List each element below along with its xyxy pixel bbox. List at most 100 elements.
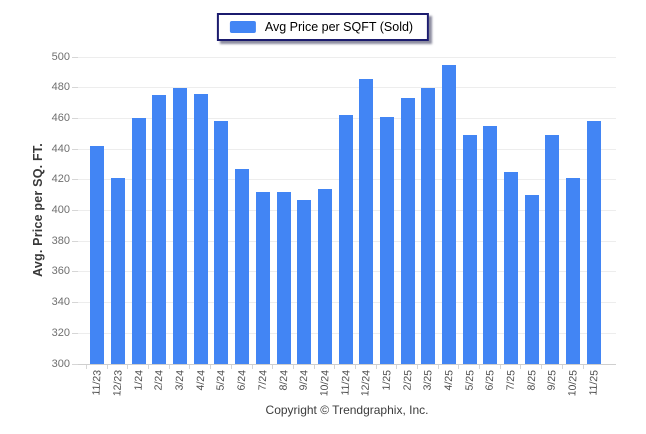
bar-3/25 [421,87,436,364]
y-tick-label: 380 [51,234,70,247]
bar-band [87,57,108,364]
bar-4/24 [193,93,208,364]
copyright: Copyright © Trendgraphix, Inc. [265,403,429,417]
y-tick-label: 440 [51,142,70,155]
bar-9/24 [297,199,312,364]
y-axis-tick [72,302,78,304]
x-tick-cell: 2/25 [396,365,418,411]
gridline [78,87,616,89]
y-axis-tick [72,240,78,242]
bar-band [542,57,563,364]
x-tick-label: 5/25 [463,369,477,391]
bar-8/25 [524,195,539,364]
y-axis-tick [72,117,78,119]
bar-11/25 [586,121,601,364]
bar-2/24 [152,95,167,364]
x-tick-label: 6/24 [235,369,249,391]
bar-band [170,57,191,364]
x-tick-cell: 1/24 [127,365,149,411]
bar-7/25 [504,172,519,364]
bar-band [128,57,149,364]
legend-label: Avg Price per SQFT (Sold) [264,20,414,34]
bar-band [253,57,274,364]
bar-band [335,57,356,364]
x-tick-label: 6/25 [483,369,497,391]
x-tick-label: 10/24 [318,369,332,397]
y-tick-label: 400 [51,204,70,216]
x-tick-cell: 11/25 [582,365,605,411]
y-axis-tick [72,56,78,58]
y-axis-tick [72,210,78,211]
x-tick-label: 12/24 [359,369,373,397]
bar-10/25 [566,178,581,364]
bar-band [211,57,232,364]
plot-area: 500 480 460 440 420 400 380 360 340 320 300 [52,51,616,370]
x-tick-label: 5/24 [214,369,228,391]
bar-band [439,57,460,364]
y-axis-tick [72,271,78,273]
x-tick-label: 9/25 [545,369,559,391]
x-tick-cell: 6/24 [230,365,253,411]
y-axis-tick [72,148,78,150]
x-tick-cell: 12/23 [106,365,129,411]
x-tick-label: 12/23 [111,369,125,397]
x-tick-cell: 10/25 [561,365,584,411]
x-tick-cell: 12/24 [354,365,377,411]
bar-band [108,57,129,364]
bar-1/24 [131,118,146,364]
x-tick-label: 4/24 [194,369,208,391]
x-tick-cell: 9/25 [541,365,563,411]
y-axis-tick [72,332,78,334]
x-tick-cell: 5/25 [458,365,480,411]
y-tick-label: 420 [51,173,70,186]
bar-3/24 [173,87,188,364]
bar-band [584,57,605,364]
y-axis-tick [72,179,78,181]
x-tick-label: 3/25 [421,369,435,391]
y-axis-tick [72,87,78,89]
x-tick-cell: 2/24 [148,365,170,411]
legend: Avg Price per SQFT (Sold) [216,13,430,41]
y-tick-label: 300 [51,357,70,370]
bar-band [356,57,377,364]
bar-8/24 [276,192,291,364]
x-axis: 11/23 12/23 1/24 2/24 3/24 4/24 5/24 6/24 7/24 8/… [78,365,616,411]
x-tick-cell: 9/24 [292,365,315,411]
x-tick-cell: 5/24 [210,365,232,411]
x-tick-cell: 4/24 [189,365,211,411]
bar-10/24 [317,189,332,364]
x-tick-label: 9/24 [297,369,311,391]
bar-11/24 [338,115,353,364]
bar-band [273,57,294,364]
bar-5/25 [462,135,477,364]
x-tick-cell: 1/25 [375,365,398,411]
y-axis-tick [72,363,78,365]
x-tick-label: 3/24 [173,369,187,391]
bar-band [501,57,522,364]
bar-band [397,57,418,364]
bar-band [149,57,170,364]
bar-band [190,57,211,364]
bar-12/23 [111,178,126,364]
bar-6/25 [483,126,498,364]
bar-6/24 [235,169,250,364]
bar-7/24 [255,192,270,364]
x-tick-cell: 8/24 [272,365,294,411]
bar-band [232,57,253,364]
x-tick-cell: 3/25 [417,365,439,411]
x-tick-cell: 7/24 [251,365,274,411]
bar-band [459,57,480,364]
x-tick-label: 1/24 [132,369,146,391]
x-tick-cell: 8/25 [520,365,542,411]
y-tick-label: 360 [51,265,70,278]
bar-band [563,57,584,364]
x-tick-cell: 3/24 [168,365,191,411]
x-tick-label: 2/25 [401,369,415,391]
bar-band [418,57,439,364]
y-tick-label: 500 [51,50,70,63]
x-tick-cell: 11/23 [86,365,108,411]
y-tick-label: 480 [51,81,70,94]
x-tick-label: 10/25 [566,369,580,397]
x-tick-label: 11/25 [587,369,601,396]
